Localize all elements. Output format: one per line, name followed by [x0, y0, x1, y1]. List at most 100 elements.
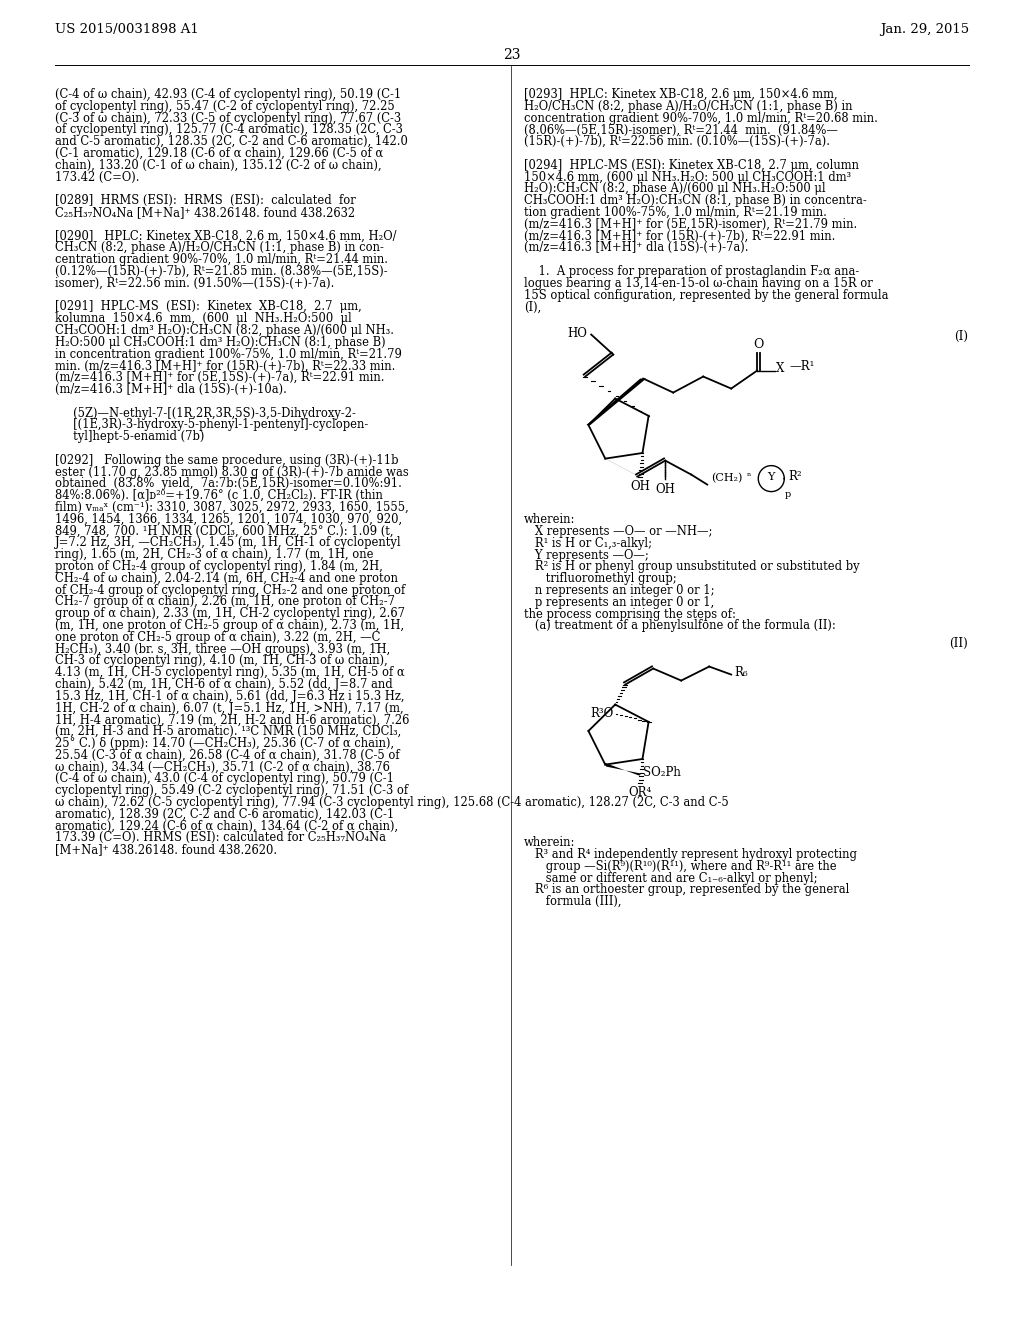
- Text: OH: OH: [655, 483, 675, 495]
- Text: logues bearing a 13,14-en-15-ol ω-chain having on a 15R or: logues bearing a 13,14-en-15-ol ω-chain …: [524, 277, 872, 290]
- Polygon shape: [603, 458, 639, 477]
- Text: (C-1 aromatic), 129.18 (C-6 of α chain), 129.66 (C-5 of α: (C-1 aromatic), 129.18 (C-6 of α chain),…: [55, 147, 383, 160]
- Text: [0290]   HPLC: Kinetex XB-C18, 2.6 m, 150×4.6 mm, H₂O/: [0290] HPLC: Kinetex XB-C18, 2.6 m, 150×…: [55, 230, 396, 243]
- Text: of CH₂-4 group of cyclopentyl ring, CH₂-2 and one proton of: of CH₂-4 group of cyclopentyl ring, CH₂-…: [55, 583, 406, 597]
- Text: one proton of CH₂-5 group of α chain), 3.22 (m, 2H, —C̲: one proton of CH₂-5 group of α chain), 3…: [55, 631, 380, 644]
- Text: R³ and R⁴ independently represent hydroxyl protecting: R³ and R⁴ independently represent hydrox…: [524, 847, 857, 861]
- Text: 15S optical configuration, represented by the general formula: 15S optical configuration, represented b…: [524, 289, 889, 301]
- Text: 150×4.6 mm, (600 μl NH₃.H₂O: 500 μl CH₃COOH:1 dm³: 150×4.6 mm, (600 μl NH₃.H₂O: 500 μl CH₃C…: [524, 170, 851, 183]
- Text: [0293]  HPLC: Kinetex XB-C18, 2.6 μm, 150×4.6 mm,: [0293] HPLC: Kinetex XB-C18, 2.6 μm, 150…: [524, 88, 838, 102]
- Text: ω chain), 72.62 (C-5 cyclopentyl ring), 77.94 (C-3 cyclopentyl ring), 125.68 (C-: ω chain), 72.62 (C-5 cyclopentyl ring), …: [55, 796, 729, 809]
- Text: OH: OH: [631, 480, 650, 492]
- Text: the process comprising the steps of:: the process comprising the steps of:: [524, 607, 736, 620]
- Text: X: X: [776, 362, 784, 375]
- Text: Y: Y: [768, 471, 775, 482]
- Text: [M+Na]⁺ 438.26148. found 438.2620.: [M+Na]⁺ 438.26148. found 438.2620.: [55, 843, 278, 857]
- Text: R³O: R³O: [591, 708, 613, 721]
- Text: p: p: [784, 490, 791, 499]
- Polygon shape: [587, 379, 646, 425]
- Text: SO₂Ph: SO₂Ph: [643, 766, 681, 779]
- Text: and C-5 aromatic), 128.35 (2C, C-2 and C-6 aromatic), 142.0: and C-5 aromatic), 128.35 (2C, C-2 and C…: [55, 135, 408, 148]
- Text: (8.06%—(5E,15R)-isomer), Rᵗ=21.44  min.  (91.84%—: (8.06%—(5E,15R)-isomer), Rᵗ=21.44 min. (…: [524, 123, 838, 136]
- Text: (I): (I): [954, 330, 968, 343]
- Text: 1.  A process for preparation of prostaglandin F₂α ana-: 1. A process for preparation of prostagl…: [524, 265, 859, 279]
- Text: ω chain), 34.34 (—CH₂CH₃), 35.71 (C-2 of α chain), 38.76: ω chain), 34.34 (—CH₂CH₃), 35.71 (C-2 of…: [55, 760, 390, 774]
- Text: 25° C.) δ (ppm): 14.70 (—CH₂CH₃), 25.36 (C-7 of α chain),: 25° C.) δ (ppm): 14.70 (—CH₂CH₃), 25.36 …: [55, 737, 394, 750]
- Text: Y represents —O—;: Y represents —O—;: [524, 549, 649, 561]
- Text: 1H, CH-2 of α chain), 6.07 (t, J=5.1 Hz, 1H, >NH), 7.17 (m,: 1H, CH-2 of α chain), 6.07 (t, J=5.1 Hz,…: [55, 702, 403, 714]
- Text: H₂O:500 μl CH₃COOH:1 dm³ H₂O):CH₃CN (8:1, phase B): H₂O:500 μl CH₃COOH:1 dm³ H₂O):CH₃CN (8:1…: [55, 335, 386, 348]
- Text: (C-4 of ω chain), 43.0 (C-4 of cyclopentyl ring), 50.79 (C-1: (C-4 of ω chain), 43.0 (C-4 of cyclopent…: [55, 772, 394, 785]
- Text: (II): (II): [949, 638, 968, 651]
- Text: tion gradient 100%-75%, 1.0 ml/min, Rᵗ=21.19 min.: tion gradient 100%-75%, 1.0 ml/min, Rᵗ=2…: [524, 206, 826, 219]
- Text: proton of CH₂-4 group of cyclopentyl ring), 1.84 (m, 2H,: proton of CH₂-4 group of cyclopentyl rin…: [55, 560, 383, 573]
- Text: group —Si(R⁹)(R¹⁰)(R¹¹), where and R⁹-R¹¹ are the: group —Si(R⁹)(R¹⁰)(R¹¹), where and R⁹-R¹…: [524, 859, 837, 873]
- Text: group of α chain), 2.33 (m, 1H, CH-2 cyclopentyl ring), 2.67: group of α chain), 2.33 (m, 1H, CH-2 cyc…: [55, 607, 406, 620]
- Text: (I),: (I),: [524, 301, 542, 313]
- Text: (0.12%—(15R)-(+)-7b), Rᵗ=21.85 min. (8.38%—(5E,15S)-: (0.12%—(15R)-(+)-7b), Rᵗ=21.85 min. (8.3…: [55, 265, 388, 279]
- Text: O: O: [753, 338, 764, 351]
- Text: film) vₘₐˣ (cm⁻¹): 3310, 3087, 3025, 2972, 2933, 1650, 1555,: film) vₘₐˣ (cm⁻¹): 3310, 3087, 3025, 297…: [55, 502, 409, 513]
- Text: in concentration gradient 100%-75%, 1.0 ml/min, Rᵗ=21.79: in concentration gradient 100%-75%, 1.0 …: [55, 347, 401, 360]
- Text: J=7.2 Hz, 3H, —CH₂CH₃), 1.45 (m, 1H, CH-1 of cyclopentyl: J=7.2 Hz, 3H, —CH₂CH₃), 1.45 (m, 1H, CH-…: [55, 536, 401, 549]
- Text: (m/z=416.3 [M+H]⁺ dla (15S)-(+)-10a).: (m/z=416.3 [M+H]⁺ dla (15S)-(+)-10a).: [55, 383, 287, 396]
- Text: isomer), Rᵗ=22.56 min. (91.50%—(15S)-(+)-7a).: isomer), Rᵗ=22.56 min. (91.50%—(15S)-(+)…: [55, 277, 335, 290]
- Text: [(1E,3R)-3-hydroxy-5-phenyl-1-pentenyl]-cyclopen-: [(1E,3R)-3-hydroxy-5-phenyl-1-pentenyl]-…: [55, 418, 369, 432]
- Text: CH₃CN (8:2, phase A)/H₂O/CH₃CN (1:1, phase B) in con-: CH₃CN (8:2, phase A)/H₂O/CH₃CN (1:1, pha…: [55, 242, 384, 255]
- Text: of cyclopentyl ring), 125.77 (C-4 aromatic), 128.35 (2C, C-3: of cyclopentyl ring), 125.77 (C-4 aromat…: [55, 123, 402, 136]
- Text: CH-3 of cyclopentyl ring), 4.10 (m, 1H, CH-3 of ω chain),: CH-3 of cyclopentyl ring), 4.10 (m, 1H, …: [55, 655, 388, 668]
- Text: H₂O):CH₃CN (8:2, phase A)/(600 μl NH₃.H₂O:500 μl: H₂O):CH₃CN (8:2, phase A)/(600 μl NH₃.H₂…: [524, 182, 825, 195]
- Text: CH₂-4 of ω chain), 2.04-2.14 (m, 6H, CH₂-4 and one proton: CH₂-4 of ω chain), 2.04-2.14 (m, 6H, CH₂…: [55, 572, 398, 585]
- Text: [0291]  HPLC-MS  (ESI):  Kinetex  XB-C18,  2.7  μm,: [0291] HPLC-MS (ESI): Kinetex XB-C18, 2.…: [55, 301, 361, 313]
- Text: R⁶ is an orthoester group, represented by the general: R⁶ is an orthoester group, represented b…: [524, 883, 849, 896]
- Text: obtained  (83.8%  yield,  7a:7b:(5E,15R)-isomer=0.10%:91.: obtained (83.8% yield, 7a:7b:(5E,15R)-is…: [55, 478, 401, 491]
- Text: H₂O/CH₃CN (8:2, phase A)/H₂O/CH₃CN (1:1, phase B) in: H₂O/CH₃CN (8:2, phase A)/H₂O/CH₃CN (1:1,…: [524, 100, 853, 112]
- Text: R² is H or phenyl group unsubstituted or substituted by: R² is H or phenyl group unsubstituted or…: [524, 561, 859, 573]
- Text: 173.39 (C=O). HRMS (ESI): calculated for C₂₅H₃₇NO₄Na: 173.39 (C=O). HRMS (ESI): calculated for…: [55, 832, 386, 845]
- Text: (C-4 of ω chain), 42.93 (C-4 of cyclopentyl ring), 50.19 (C-1: (C-4 of ω chain), 42.93 (C-4 of cyclopen…: [55, 88, 401, 102]
- Text: R²: R²: [788, 470, 802, 483]
- Text: [0289]  HRMS (ESI):  HRMS  (ESI):  calculated  for: [0289] HRMS (ESI): HRMS (ESI): calculate…: [55, 194, 355, 207]
- Polygon shape: [604, 763, 641, 776]
- Text: ₙ: ₙ: [748, 469, 752, 478]
- Text: aromatic), 129.24 (C-6 of α chain), 134.64 (C-2 of α chain),: aromatic), 129.24 (C-6 of α chain), 134.…: [55, 820, 398, 833]
- Text: 15.3 Hz, 1H, CH-1 of α chain), 5.61 (dd, J=6.3 Hz i 15.3 Hz,: 15.3 Hz, 1H, CH-1 of α chain), 5.61 (dd,…: [55, 690, 404, 702]
- Text: (m, 2H, H-3 and H-5 aromatic). ¹³C NMR (150 MHz, CDCl₃,: (m, 2H, H-3 and H-5 aromatic). ¹³C NMR (…: [55, 725, 401, 738]
- Text: 25.54 (C-3 of α chain), 26.58 (C-4 of α chain), 31.78 (C-5 of: 25.54 (C-3 of α chain), 26.58 (C-4 of α …: [55, 748, 399, 762]
- Text: p represents an integer 0 or 1,: p represents an integer 0 or 1,: [524, 595, 715, 609]
- Text: 84%:8.06%). [α]ᴅ²⁰=+19.76° (c 1.0, CH₂Cl₂). FT-IR (thin: 84%:8.06%). [α]ᴅ²⁰=+19.76° (c 1.0, CH₂Cl…: [55, 490, 383, 502]
- Text: (5Z)—N-ethyl-7-[(1R,2R,3R,5S)-3,5-Dihydroxy-2-: (5Z)—N-ethyl-7-[(1R,2R,3R,5S)-3,5-Dihydr…: [55, 407, 356, 420]
- Text: kolumna  150×4.6  mm,  (600  μl  NH₃.H₂O:500  μl: kolumna 150×4.6 mm, (600 μl NH₃.H₂O:500 …: [55, 313, 352, 325]
- Text: same or different and are C₁₋₆-alkyl or phenyl;: same or different and are C₁₋₆-alkyl or …: [524, 871, 817, 884]
- Text: (m/z=416.3 [M+H]⁺ dla (15S)-(+)-7a).: (m/z=416.3 [M+H]⁺ dla (15S)-(+)-7a).: [524, 242, 749, 255]
- Text: wherein:: wherein:: [524, 513, 575, 527]
- Text: 1H, H-4 aromatic), 7.19 (m, 2H, H-2 and H-6 aromatic), 7.26: 1H, H-4 aromatic), 7.19 (m, 2H, H-2 and …: [55, 713, 410, 726]
- Text: CH₂-7 group of α chain), 2.26 (m, 1H, one proton of CH₂-7: CH₂-7 group of α chain), 2.26 (m, 1H, on…: [55, 595, 395, 609]
- Text: (15R)-(+)-7b), Rᵗ=22.56 min. (0.10%—(15S)-(+)-7a).: (15R)-(+)-7b), Rᵗ=22.56 min. (0.10%—(15S…: [524, 135, 830, 148]
- Text: ester (11.70 g, 23.85 mmol) 8.30 g of (3R)-(+)-7b amide was: ester (11.70 g, 23.85 mmol) 8.30 g of (3…: [55, 466, 409, 479]
- Text: —R¹: —R¹: [790, 360, 815, 374]
- Text: wherein:: wherein:: [524, 836, 575, 849]
- Text: X represents —O— or —NH—;: X represents —O— or —NH—;: [524, 525, 713, 539]
- Text: cyclopentyl ring), 55.49 (C-2 cyclopentyl ring), 71.51 (C-3 of: cyclopentyl ring), 55.49 (C-2 cyclopenty…: [55, 784, 409, 797]
- Text: HO: HO: [567, 327, 587, 341]
- Text: (a) treatment of a phenylsulfone of the formula (II):: (a) treatment of a phenylsulfone of the …: [524, 619, 836, 632]
- Text: 849, 748, 700. ¹H NMR (CDCl₃, 600 MHz, 25° C.): 1.09 (t,: 849, 748, 700. ¹H NMR (CDCl₃, 600 MHz, 2…: [55, 524, 393, 537]
- Text: OR⁴: OR⁴: [629, 785, 652, 799]
- Text: of cyclopentyl ring), 55.47 (C-2 of cyclopentyl ring), 72.25: of cyclopentyl ring), 55.47 (C-2 of cycl…: [55, 100, 394, 112]
- Text: (C-3 of ω chain), 72.33 (C-5 of cyclopentyl ring), 77.67 (C-3: (C-3 of ω chain), 72.33 (C-5 of cyclopen…: [55, 112, 401, 124]
- Text: aromatic), 128.39 (2C, C-2 and C-6 aromatic), 142.03 (C-1: aromatic), 128.39 (2C, C-2 and C-6 aroma…: [55, 808, 394, 821]
- Text: 23: 23: [503, 48, 521, 62]
- Text: centration gradient 90%-70%, 1.0 ml/min, Rᵗ=21.44 min.: centration gradient 90%-70%, 1.0 ml/min,…: [55, 253, 388, 267]
- Text: (m/z=416.3 [M+H]⁺ for (5E,15R)-isomer), Rᵗ=21.79 min.: (m/z=416.3 [M+H]⁺ for (5E,15R)-isomer), …: [524, 218, 857, 231]
- Text: (m, 1H, one proton of CH₂-5 group of α chain), 2.73 (m, 1H,: (m, 1H, one proton of CH₂-5 group of α c…: [55, 619, 404, 632]
- Text: CH₃COOH:1 dm³ H₂O):CH₃CN (8:1, phase B) in concentra-: CH₃COOH:1 dm³ H₂O):CH₃CN (8:1, phase B) …: [524, 194, 866, 207]
- Text: R₆: R₆: [734, 667, 748, 678]
- Text: C₂₅H₃₇NO₄Na [M+Na]⁺ 438.26148. found 438.2632: C₂₅H₃₇NO₄Na [M+Na]⁺ 438.26148. found 438…: [55, 206, 355, 219]
- Text: 173.42 (C=O).: 173.42 (C=O).: [55, 170, 139, 183]
- Text: tyl]hept-5-enamid (7b): tyl]hept-5-enamid (7b): [55, 430, 205, 444]
- Text: concentration gradient 90%-70%, 1.0 ml/min, Rᵗ=20.68 min.: concentration gradient 90%-70%, 1.0 ml/m…: [524, 112, 878, 124]
- Text: n represents an integer 0 or 1;: n represents an integer 0 or 1;: [524, 583, 715, 597]
- Text: Jan. 29, 2015: Jan. 29, 2015: [880, 22, 969, 36]
- Text: H₂CH₃), 3.40 (br. s, 3H, three —OH groups), 3.93 (m, 1H,: H₂CH₃), 3.40 (br. s, 3H, three —OH group…: [55, 643, 390, 656]
